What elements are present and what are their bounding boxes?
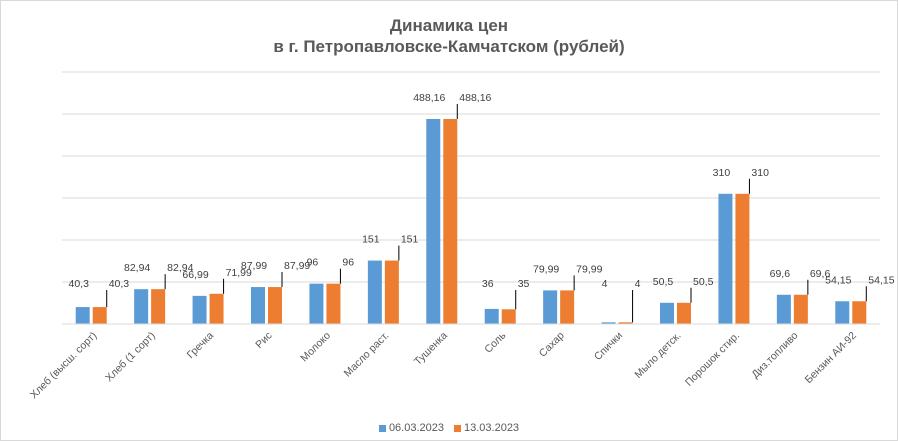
legend-item-series-1: 06.03.2023 (378, 422, 444, 434)
bar (209, 293, 224, 324)
data-label: 69,6 (810, 268, 831, 280)
data-label: 151 (401, 234, 419, 246)
chart-title: Динамика цен (389, 16, 509, 35)
data-label: 36 (482, 278, 494, 290)
data-label: 54,15 (825, 274, 851, 286)
bar (835, 301, 850, 324)
legend-label-series-1: 06.03.2023 (388, 422, 444, 434)
data-label: 79,99 (576, 263, 602, 275)
bar (134, 289, 149, 324)
bar (793, 294, 808, 324)
data-label: 4 (602, 278, 608, 290)
bar (718, 193, 733, 324)
category-label: Бензин АИ-92 (803, 330, 859, 386)
chart-legend: 06.03.2023 13.03.2023 (0, 422, 898, 434)
bar (618, 322, 633, 324)
bar (484, 308, 499, 324)
data-label: 488,16 (413, 92, 445, 104)
category-label: Гречка (185, 330, 217, 362)
category-label: Тушенка (412, 330, 450, 368)
data-label: 310 (713, 167, 731, 179)
bar (192, 295, 207, 324)
legend-item-series-2: 13.03.2023 (454, 422, 519, 434)
bar (852, 301, 867, 324)
category-label: Рис (253, 330, 274, 351)
legend-swatch-series-2 (454, 424, 461, 432)
category-label: Молоко (298, 330, 333, 365)
data-label: 54,15 (868, 274, 894, 286)
bar (151, 289, 166, 324)
category-label: Мыло детск. (632, 330, 683, 381)
bar (776, 294, 791, 324)
bar (326, 283, 341, 324)
category-label: Масло раст. (342, 330, 392, 380)
bar (75, 307, 90, 324)
bar (251, 287, 265, 324)
bar (92, 307, 107, 324)
bar (735, 193, 750, 324)
bar (384, 260, 399, 324)
category-label: Спички (592, 330, 625, 363)
data-label: 79,99 (533, 263, 559, 275)
data-label: 96 (307, 257, 319, 269)
bar (367, 260, 382, 324)
category-label: Хлеб (1 сорт) (103, 330, 158, 385)
legend-swatch-series-1 (378, 424, 386, 432)
category-label: Хлеб (высш. сорт) (28, 330, 99, 401)
data-label: 82,94 (167, 262, 193, 274)
data-label: 310 (751, 167, 769, 179)
data-label: 71,99 (226, 267, 252, 279)
data-label: 50,5 (693, 276, 714, 288)
category-label: Порошок стир. (683, 330, 742, 389)
bar (677, 302, 691, 324)
data-label: 151 (362, 234, 380, 246)
data-label: 35 (518, 278, 530, 290)
data-label: 69,6 (770, 268, 791, 280)
data-label: 87,99 (241, 260, 267, 272)
bar (660, 302, 674, 324)
bar (426, 118, 441, 324)
chart-subtitle: в г. Петропавловске-Камчатском (рублей) (273, 37, 625, 56)
bar (268, 287, 282, 324)
data-label: 66,99 (182, 269, 208, 281)
category-label: Соль (482, 329, 508, 355)
category-label: Сахар (537, 330, 567, 360)
bar (309, 283, 324, 324)
category-label: Диз.топливо (749, 330, 800, 381)
bar (560, 290, 575, 324)
data-label: 40,3 (109, 278, 130, 290)
data-label: 96 (342, 257, 354, 269)
data-label: 488,16 (459, 92, 491, 104)
data-label: 50,5 (653, 276, 674, 288)
bar (501, 309, 516, 324)
bar (443, 118, 458, 324)
data-label: 40,3 (68, 278, 89, 290)
data-label: 4 (635, 278, 641, 290)
bar (601, 322, 616, 324)
legend-label-series-2: 13.03.2023 (464, 422, 520, 434)
bar (543, 290, 558, 324)
data-label: 82,94 (124, 262, 150, 274)
data-label: 87,99 (284, 260, 310, 272)
